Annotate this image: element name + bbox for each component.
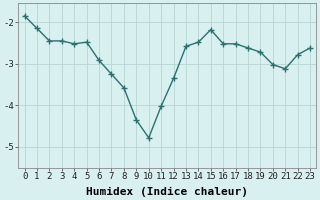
X-axis label: Humidex (Indice chaleur): Humidex (Indice chaleur) xyxy=(86,186,248,197)
